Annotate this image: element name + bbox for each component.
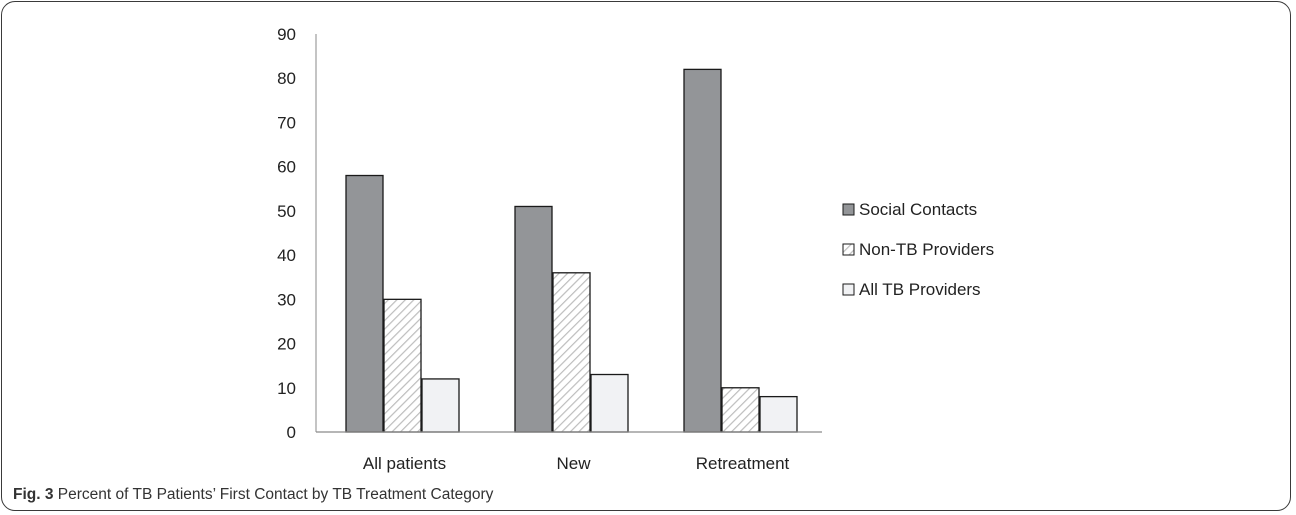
y-tick-label: 60 <box>277 158 296 177</box>
bar-all-tb-providers <box>421 378 460 433</box>
x-tick-label: All patients <box>363 454 446 473</box>
y-tick-label: 70 <box>277 113 296 132</box>
figure-caption: Fig. 3 Percent of TB Patients’ First Con… <box>13 486 493 504</box>
x-tick-label: Retreatment <box>696 454 790 473</box>
y-tick-label: 10 <box>277 379 296 398</box>
y-axis: 0 10 20 30 40 50 60 70 80 90 <box>277 25 317 442</box>
bar-social-contacts <box>345 174 384 433</box>
bar-non-tb-providers <box>383 298 422 433</box>
figure-caption-text: Percent of TB Patients’ First Contact by… <box>57 486 494 503</box>
y-tick-label: 90 <box>277 25 296 44</box>
legend-label: Non-TB Providers <box>859 240 994 259</box>
y-tick-label: 40 <box>277 246 296 265</box>
y-tick-label: 50 <box>277 202 296 221</box>
legend-swatch <box>842 203 855 216</box>
figure-label: Fig. 3 <box>13 486 54 503</box>
y-tick-label: 0 <box>287 423 296 442</box>
y-tick-label: 30 <box>277 290 296 309</box>
legend: Social Contacts Non-TB Providers All TB Pr… <box>842 200 994 299</box>
legend-swatch <box>842 243 855 256</box>
x-tick-label: New <box>556 454 591 473</box>
legend-swatch <box>842 283 855 296</box>
bar-non-tb-providers <box>552 272 591 433</box>
bar-social-contacts <box>514 205 553 433</box>
x-axis: All patients New Retreatment <box>316 431 822 473</box>
bars <box>345 68 798 433</box>
bar-all-tb-providers <box>759 395 798 433</box>
legend-label: Social Contacts <box>859 200 977 219</box>
bar-non-tb-providers <box>721 387 760 433</box>
y-tick-label: 80 <box>277 69 296 88</box>
bar-social-contacts <box>683 68 722 433</box>
y-tick-label: 20 <box>277 335 296 354</box>
legend-label: All TB Providers <box>859 280 981 299</box>
bar-all-tb-providers <box>590 373 629 433</box>
